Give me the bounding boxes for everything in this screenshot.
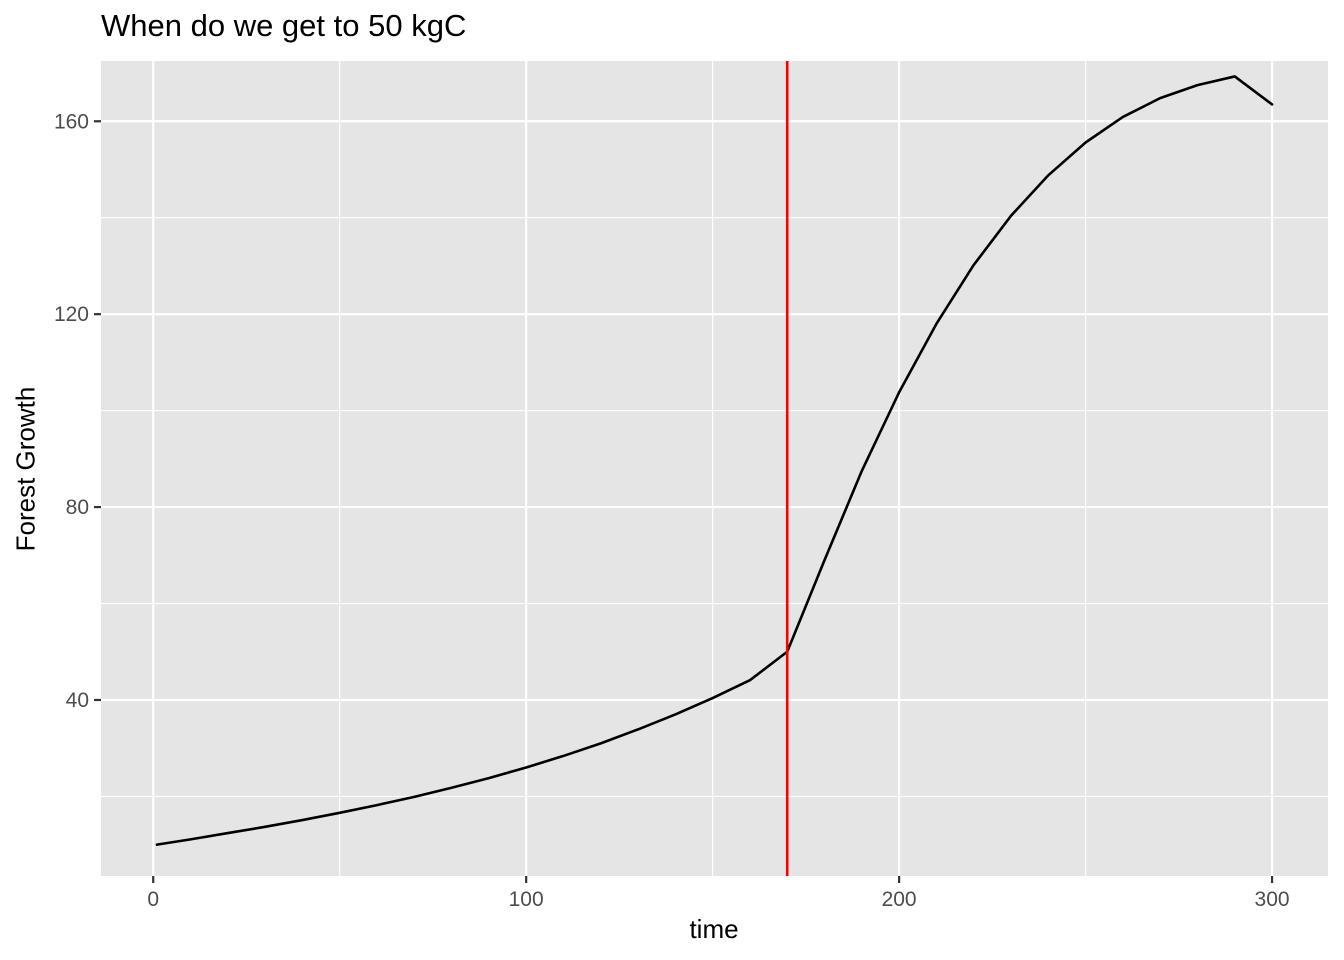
x-tick-label: 0 (147, 888, 159, 911)
y-axis-title: Forest Growth (10, 386, 41, 552)
y-tick-label: 120 (54, 303, 89, 326)
y-tick-label: 80 (66, 496, 89, 519)
x-tick-label: 200 (882, 888, 917, 911)
plot-panel (101, 61, 1328, 876)
x-axis-title: time (689, 914, 739, 944)
chart-title: When do we get to 50 kgC (101, 8, 467, 43)
y-tick-label: 160 (54, 110, 89, 133)
x-tick-label: 100 (509, 888, 544, 911)
y-tick-label: 40 (66, 689, 89, 712)
series-line-0 (155, 75, 1274, 846)
x-tick-label: 300 (1255, 888, 1290, 911)
